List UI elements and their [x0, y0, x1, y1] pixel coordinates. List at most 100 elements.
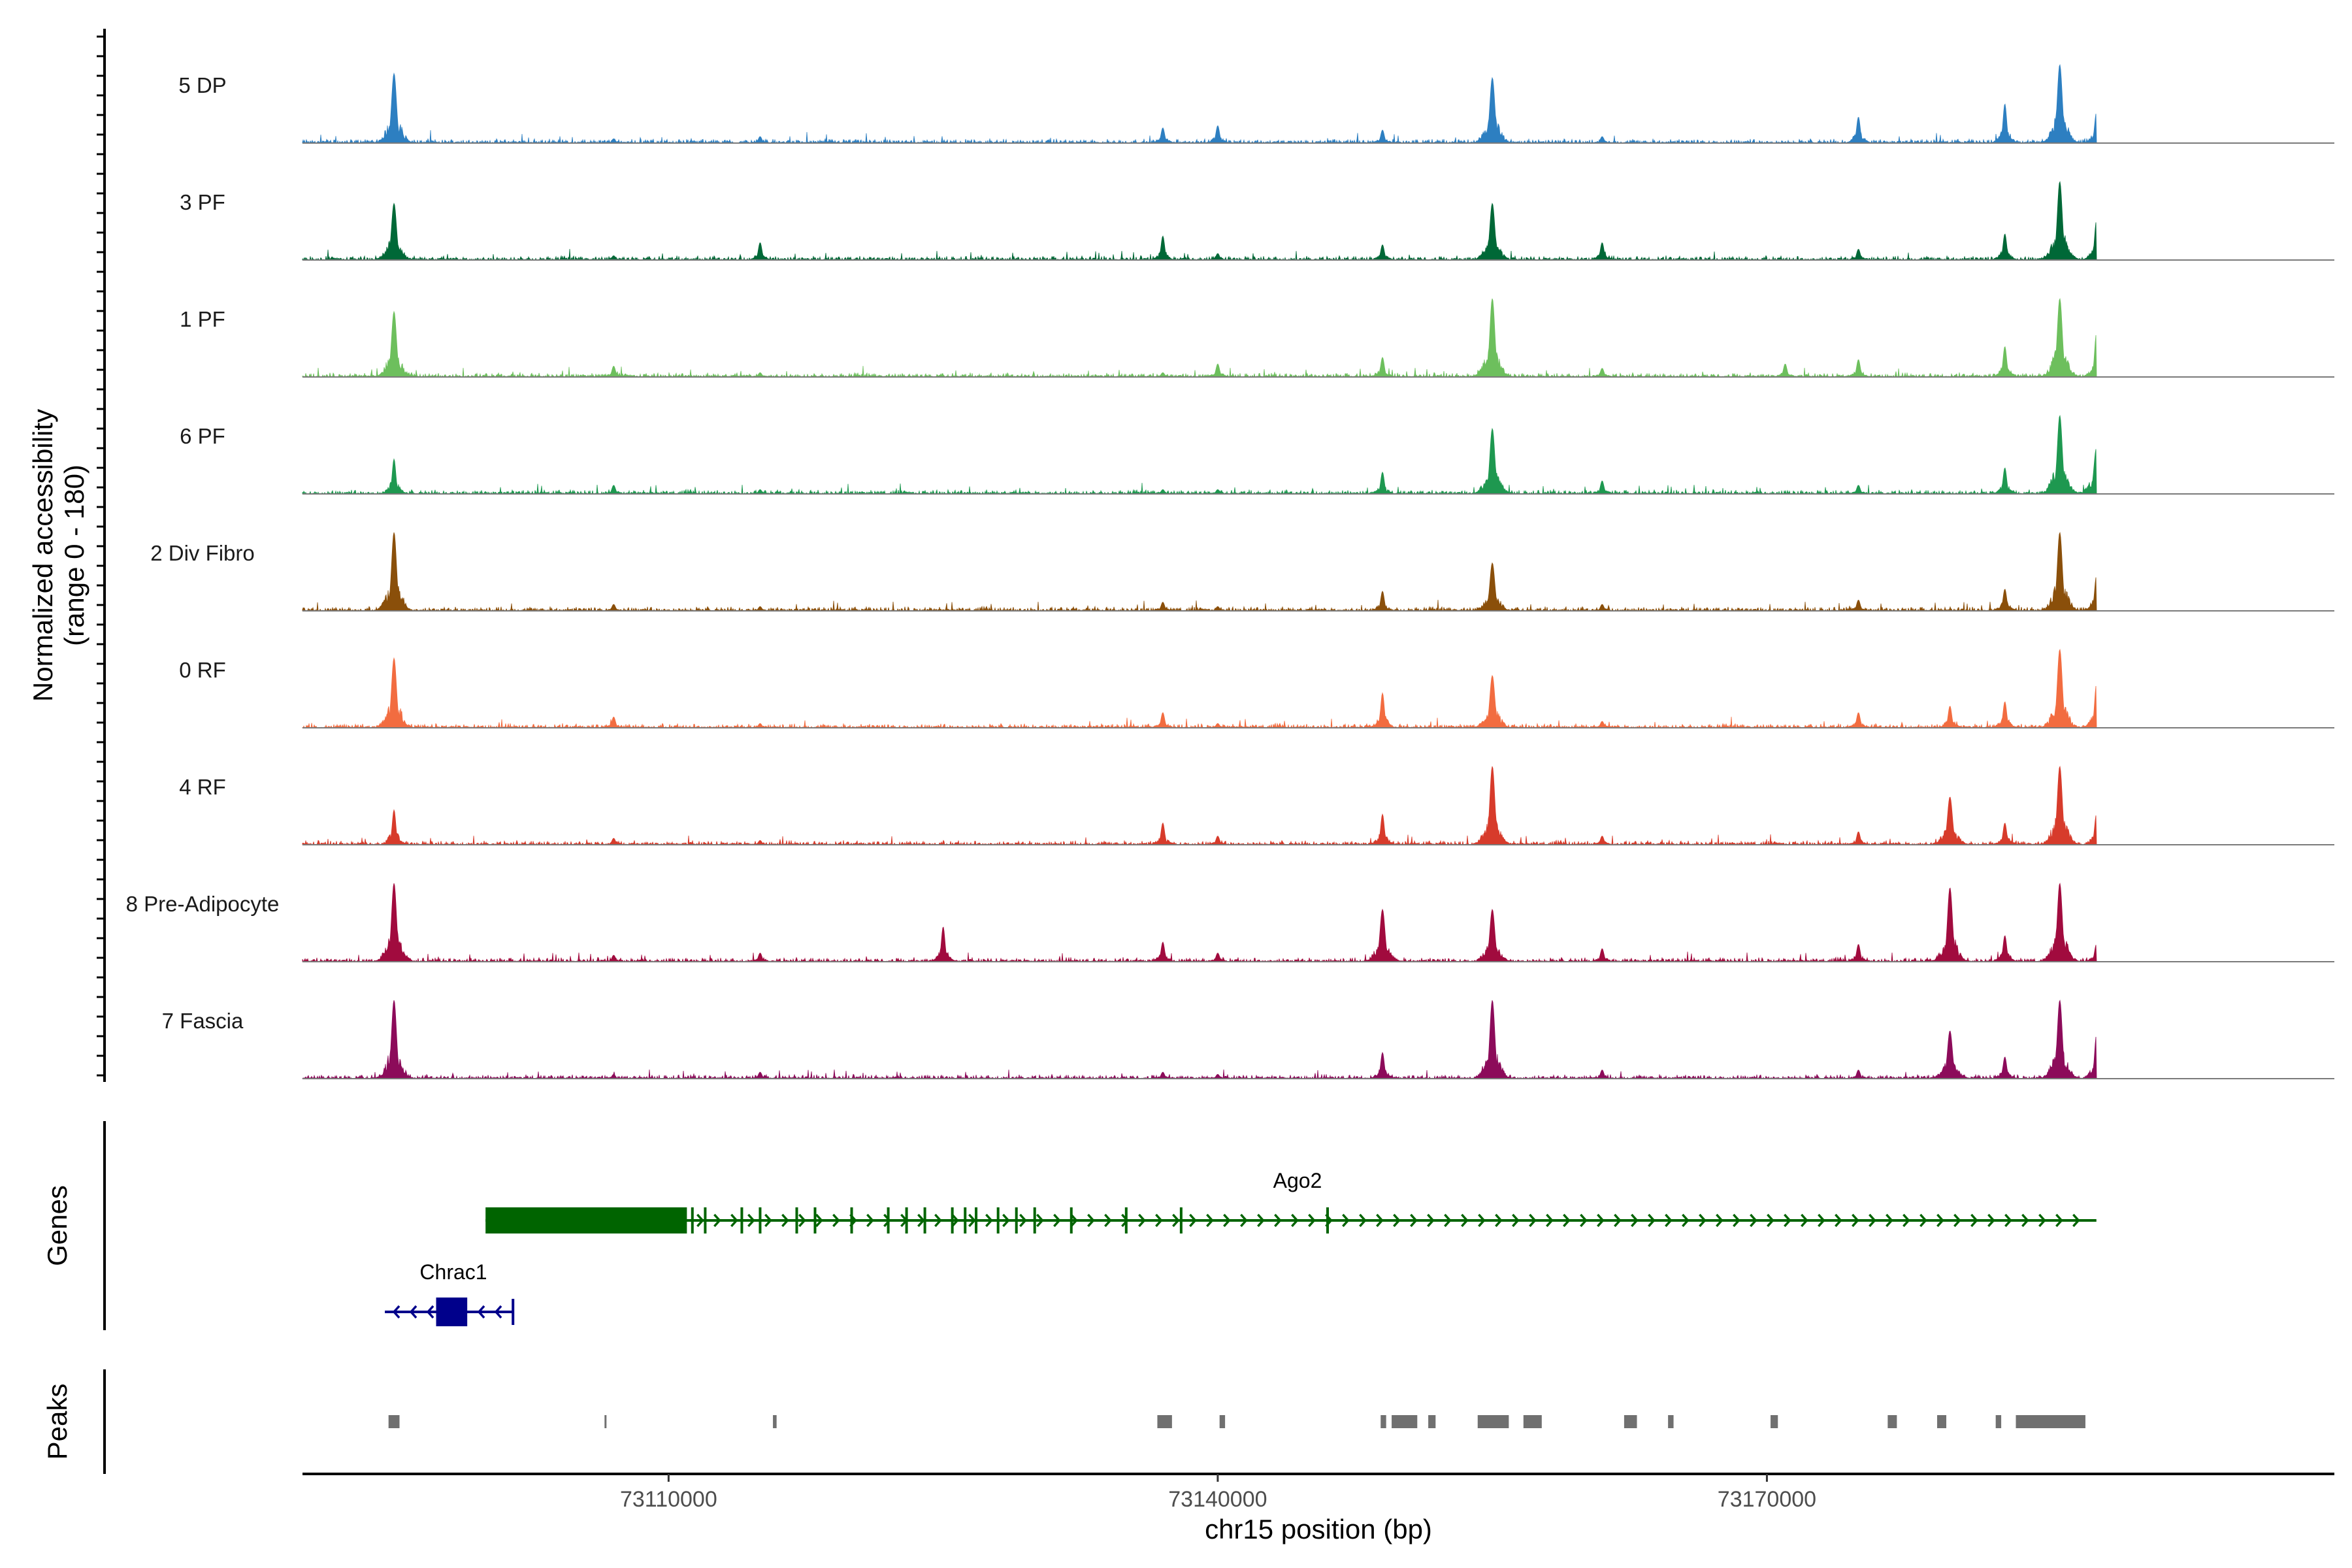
strand-arrow — [1325, 1213, 1333, 1228]
strand-arrow — [934, 1213, 942, 1228]
peak-block — [1771, 1415, 1778, 1428]
strand-arrow — [1529, 1213, 1537, 1228]
strand-arrow — [1546, 1213, 1554, 1228]
gene-thick-exon — [436, 1298, 468, 1326]
strand-arrow — [1648, 1213, 1656, 1228]
track-label: 3 PF — [180, 190, 225, 214]
track-label: 6 PF — [180, 424, 225, 448]
x-tick-label: 73110000 — [620, 1487, 717, 1512]
track-1-pf: 1 PF — [180, 297, 2334, 378]
strand-arrow — [2021, 1213, 2029, 1228]
peak-block — [1428, 1415, 1436, 1428]
strand-arrow — [1512, 1213, 1520, 1228]
strand-arrow — [1495, 1213, 1503, 1228]
strand-arrow — [1257, 1213, 1265, 1228]
peak-block — [604, 1415, 607, 1428]
strand-arrow — [1903, 1213, 1910, 1228]
strand-arrow — [968, 1213, 976, 1228]
strand-arrow — [1070, 1213, 1078, 1228]
x-tick-label: 73140000 — [1168, 1487, 1267, 1512]
track-label: 7 Fascia — [162, 1009, 244, 1033]
strand-arrow — [1716, 1213, 1723, 1228]
track-2-div-fibro: 2 Div Fibro — [150, 531, 2334, 612]
strand-arrow — [1801, 1213, 1808, 1228]
peak-block — [1157, 1415, 1172, 1428]
strand-arrow — [1936, 1213, 1944, 1228]
strand-arrow — [409, 1305, 417, 1319]
strand-arrow — [951, 1213, 959, 1228]
strand-arrow — [849, 1213, 857, 1228]
track-6-pf: 6 PF — [180, 414, 2334, 495]
strand-arrow — [1665, 1213, 1673, 1228]
peak-block — [773, 1415, 777, 1428]
strand-arrow — [1970, 1213, 1978, 1228]
track-4-rf: 4 RF — [179, 765, 2334, 846]
strand-arrow — [1053, 1213, 1061, 1228]
strand-arrow — [1087, 1213, 1095, 1228]
strand-arrow — [883, 1213, 891, 1228]
strand-arrow — [1953, 1213, 1961, 1228]
track-label: 8 Pre-Adipocyte — [126, 892, 280, 916]
strand-arrow — [1818, 1213, 1825, 1228]
strand-arrow — [1886, 1213, 1893, 1228]
track-label: 1 PF — [180, 307, 225, 331]
strand-arrow — [696, 1213, 704, 1228]
track-3-pf: 3 PF — [180, 180, 2334, 261]
strand-arrow — [900, 1213, 908, 1228]
coverage-y-ticks — [97, 35, 105, 1077]
gene-chrac1: Chrac1 — [385, 1260, 515, 1326]
peak-block — [1937, 1415, 1947, 1428]
track-label: 0 RF — [179, 658, 226, 682]
track-5-dp: 5 DP — [178, 63, 2334, 144]
strand-arrow — [1189, 1213, 1197, 1228]
strand-arrow — [764, 1213, 772, 1228]
strand-arrow — [1699, 1213, 1707, 1228]
coverage-tracks: 5 DP 3 PF 1 PF 6 PF 2 Div Fibro 0 RF 4 RF 8 Pre… — [126, 63, 2334, 1080]
strand-arrow — [1784, 1213, 1791, 1228]
strand-arrow — [1104, 1213, 1112, 1228]
strand-arrow — [866, 1213, 874, 1228]
x-axis-title: chr15 position (bp) — [1205, 1514, 1432, 1544]
track-label: 4 RF — [179, 775, 226, 799]
strand-arrow — [1138, 1213, 1146, 1228]
strand-arrow — [1427, 1213, 1435, 1228]
strand-arrow — [1036, 1213, 1044, 1228]
strand-arrow — [1767, 1213, 1774, 1228]
peak-block — [1668, 1415, 1674, 1428]
strand-arrow — [798, 1213, 806, 1228]
strand-arrow — [713, 1213, 721, 1228]
strand-arrow — [1682, 1213, 1690, 1228]
strand-arrow — [1835, 1213, 1842, 1228]
peak-block — [1477, 1415, 1509, 1428]
x-tick-label: 73170000 — [1718, 1487, 1816, 1512]
strand-arrow — [1444, 1213, 1452, 1228]
strand-arrow — [1580, 1213, 1588, 1228]
strand-arrow — [1410, 1213, 1418, 1228]
track-7-fascia: 7 Fascia — [162, 999, 2334, 1080]
gene-ago2: Ago2 — [485, 1169, 2097, 1233]
track-8-pre-adipocyte: 8 Pre-Adipocyte — [126, 882, 2334, 963]
strand-arrow — [1376, 1213, 1384, 1228]
genes-panel: Ago2 Chrac1 — [385, 1169, 2097, 1326]
strand-arrow — [917, 1213, 925, 1228]
strand-arrow — [477, 1305, 485, 1319]
strand-arrow — [1121, 1213, 1129, 1228]
x-axis-ticks: 73110000 73140000 73170000 — [620, 1474, 1816, 1512]
peak-block — [1392, 1415, 1418, 1428]
strand-arrow — [1614, 1213, 1622, 1228]
gene-label: Chrac1 — [419, 1260, 487, 1284]
strand-arrow — [2038, 1213, 2046, 1228]
strand-arrow — [1342, 1213, 1350, 1228]
strand-arrow — [1291, 1213, 1299, 1228]
peak-block — [1523, 1415, 1542, 1428]
strand-arrow — [392, 1305, 400, 1319]
strand-arrow — [1733, 1213, 1740, 1228]
genes-panel-label: Genes — [42, 1185, 73, 1266]
peaks-panel — [388, 1415, 2085, 1428]
strand-arrow — [1172, 1213, 1180, 1228]
peak-block — [388, 1415, 400, 1428]
track-label: 5 DP — [178, 73, 226, 97]
peaks-panel-label: Peaks — [42, 1384, 73, 1460]
strand-arrow — [1223, 1213, 1231, 1228]
